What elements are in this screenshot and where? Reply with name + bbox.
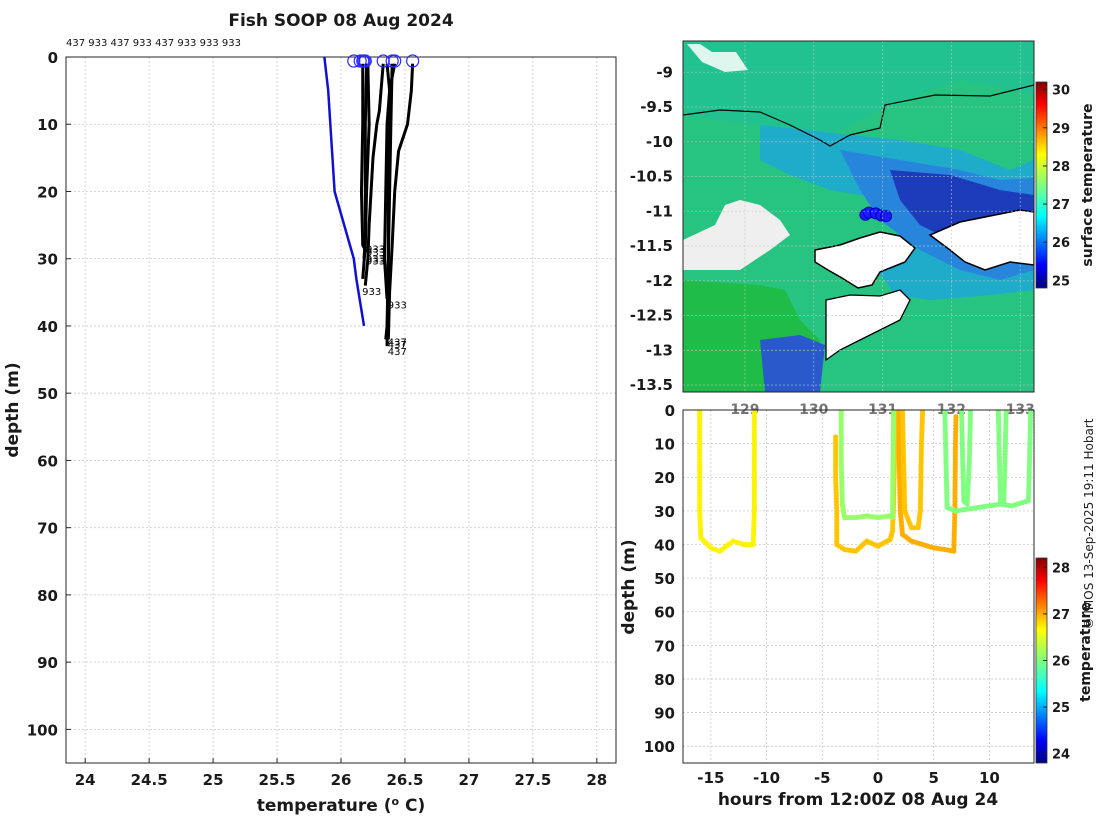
timeseries-point: [953, 414, 958, 419]
profile-tick-x: 26.5: [386, 771, 423, 789]
sst-colorbar-tick: 27: [1052, 198, 1070, 213]
sst-colorbar-tick: 28: [1052, 160, 1070, 175]
timeseries-tick-x: 0: [873, 769, 883, 787]
timeseries-tick-y: 70: [654, 637, 675, 655]
timeseries-frame: [683, 410, 1034, 763]
profile-y-axis-label: depth (m): [3, 362, 23, 457]
timeseries-points: [697, 409, 1033, 554]
profile-tick-y: 80: [37, 587, 58, 605]
profile-tick-y: 70: [37, 520, 58, 538]
timeseries-y-axis-label: depth (m): [619, 539, 639, 634]
temperature-colorbar-tick: 27: [1052, 608, 1070, 623]
temperature-colorbar-tick: 24: [1052, 748, 1070, 763]
timeseries-tick-y: 90: [654, 705, 675, 723]
profile-x-axis-label: temperature (o C): [257, 795, 426, 816]
temperature-colorbar-tick: 28: [1052, 561, 1070, 576]
timeseries-tick-x: -10: [753, 769, 780, 787]
map-tick-lat: -10.5: [630, 168, 673, 186]
temperature-colorbar-tick: 26: [1052, 655, 1070, 670]
map-tick-lat: -11: [646, 202, 673, 220]
sst-colorbar-label: surface temperature: [1080, 103, 1096, 266]
sst-colorbar-tick: 25: [1052, 274, 1070, 289]
profile-tick-y: 0: [48, 49, 58, 67]
sst-colorbar-tick: 30: [1052, 84, 1070, 99]
timeseries-tick-x: 5: [928, 769, 938, 787]
timeseries-tick-y: 80: [654, 671, 675, 689]
map-tick-lat: -10: [646, 133, 673, 151]
ship-position-marker: [881, 211, 892, 222]
x-label-start: temperature (: [257, 796, 392, 816]
profile-tick-y: 30: [37, 251, 58, 269]
timeseries-tick-y: 50: [654, 570, 675, 588]
timeseries-profile-line: [700, 412, 755, 552]
profile-tick-y: 20: [37, 183, 58, 201]
profile-grid: [66, 57, 616, 763]
profile-end-label: 933: [388, 300, 407, 311]
profile-tick-x: 27.5: [514, 771, 551, 789]
profile-tick-x: 26: [331, 771, 352, 789]
profile-tick-x: 24.5: [131, 771, 168, 789]
figure: Fish SOOP 08 Aug 2024 437 933 437 933 43…: [0, 0, 1100, 820]
timeseries-tick-y: 20: [654, 469, 675, 487]
profile-ticks: 24 24.5 25 25.5 26 26.5 27 27.5 28 0 10 20 30 40 50 60 7…: [27, 49, 608, 789]
timeseries-profile-line: [841, 412, 893, 518]
profile-tick-x: 25: [203, 771, 224, 789]
timeseries-grid: [683, 410, 1034, 763]
profile-tick-y: 60: [37, 452, 58, 470]
profile-tick-y: 90: [37, 654, 58, 672]
map-tick-lat: -9.5: [640, 98, 673, 116]
profile-id-labels: 437 933 437 933 437 933 933 933: [66, 38, 241, 49]
x-label-end: C): [399, 796, 425, 816]
timeseries-tick-y: 30: [654, 503, 675, 521]
map-tick-lat: -12: [646, 272, 673, 290]
chart-title: Fish SOOP 08 Aug 2024: [228, 11, 454, 31]
profile-tick-y: 100: [27, 721, 58, 739]
profile-end-label: 437: [388, 347, 407, 358]
profile-tick-y: 50: [37, 385, 58, 403]
timeseries-tick-y: 40: [654, 536, 675, 554]
timeseries-tick-x: 10: [979, 769, 1000, 787]
profile-tick-y: 10: [37, 116, 58, 134]
map-tick-lat: -11.5: [630, 237, 673, 255]
profile-tick-x: 24: [75, 771, 96, 789]
sst-map: [683, 41, 1034, 392]
timeseries-tick-y: 100: [644, 738, 675, 756]
timeseries-tick-x: -15: [697, 769, 724, 787]
sst-colorbar-tick: 29: [1052, 122, 1070, 137]
profile-tick-x: 27: [458, 771, 479, 789]
profile-tick-x: 25.5: [259, 771, 296, 789]
timeseries-x-axis-label: hours from 12:00Z 08 Aug 24: [718, 790, 999, 810]
map-tick-lat: -13.5: [630, 376, 673, 394]
map-tick-lat: -9: [656, 63, 673, 81]
timeseries-tick-y: 10: [654, 436, 675, 454]
timeseries-tick-y: 60: [654, 604, 675, 622]
profile-end-label: 933: [362, 287, 381, 298]
profile-tick-x: 28: [586, 771, 607, 789]
map-tick-lat: -13: [646, 341, 673, 359]
timeseries-tick-x: -5: [814, 769, 831, 787]
imos-credit: © IMOS 13-Sep-2025 19:11 Hobart: [1082, 418, 1096, 629]
map-tick-lat: -12.5: [630, 307, 673, 325]
sst-colorbar: [1036, 82, 1047, 288]
temperature-colorbar-tick: 25: [1052, 701, 1070, 716]
profile-end-label: 933: [366, 257, 385, 268]
sst-colorbar-tick: 26: [1052, 236, 1070, 251]
profile-tick-y: 40: [37, 318, 58, 336]
timeseries-tick-y: 0: [665, 402, 675, 420]
timeseries-profile-line: [836, 412, 896, 552]
